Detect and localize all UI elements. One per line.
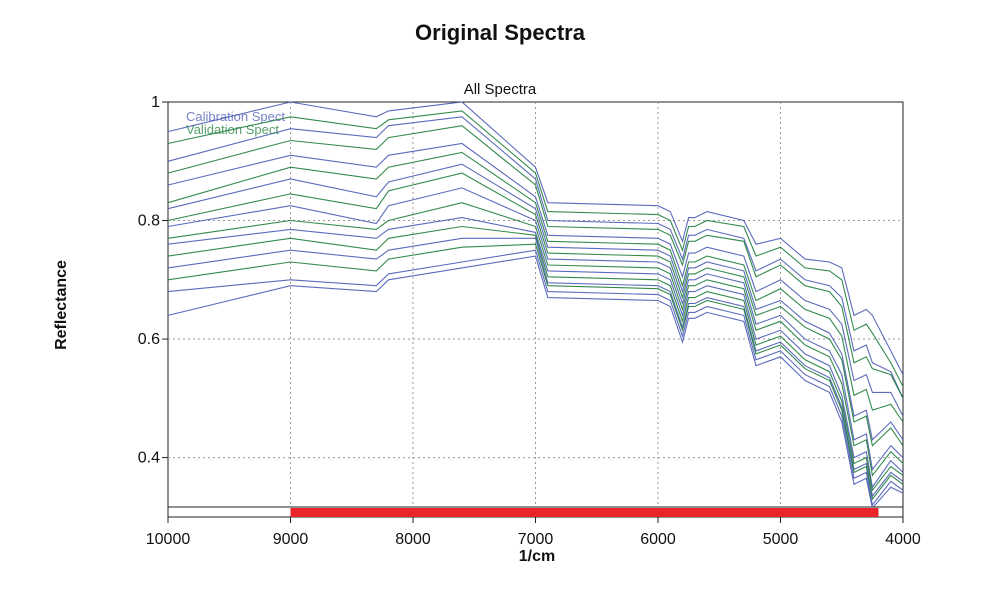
spectrum-line-15 <box>167 255 904 510</box>
x-tick-label-4: 6000 <box>640 531 676 548</box>
x-tick-label-5: 5000 <box>763 531 799 548</box>
legend-entry-1: Validation Spect <box>186 122 279 137</box>
range-selector[interactable] <box>167 506 904 518</box>
x-tick-label-1: 9000 <box>273 531 309 548</box>
spectrum-line-12 <box>167 237 904 498</box>
spectrum-line-4 <box>167 142 904 417</box>
chart-subtitle: All Spectra <box>464 81 537 98</box>
spectrum-line-3 <box>167 125 904 399</box>
chart-title: Original Spectra <box>415 20 585 45</box>
spectrum-line-10 <box>167 217 904 489</box>
legend-entry-0: Calibration Spect <box>186 109 285 124</box>
y-axis: 0.4 0.6 0.8 1 <box>138 94 168 467</box>
x-tick-label-3: 7000 <box>518 531 554 548</box>
range-selection[interactable] <box>290 508 879 517</box>
series-layer <box>167 101 904 510</box>
spectrum-line-13 <box>167 243 904 501</box>
spectrum-line-2 <box>167 116 904 399</box>
spectrum-line-8 <box>167 187 904 471</box>
spectrum-line-1 <box>167 110 904 387</box>
x-tick-label-6: 4000 <box>885 531 921 548</box>
spectrum-line-11 <box>167 225 904 492</box>
spectrum-line-14 <box>167 249 904 507</box>
y-tick-label-3: 1 <box>151 94 160 111</box>
y-tick-label-1: 0.6 <box>138 331 160 348</box>
x-axis: 10000 9000 8000 7000 6000 5000 4000 <box>146 517 921 548</box>
spectrum-line-0 <box>167 101 904 375</box>
x-axis-label: 1/cm <box>519 548 555 565</box>
y-tick-label-2: 0.8 <box>138 213 160 230</box>
grid-lines <box>168 102 903 507</box>
y-tick-label-0: 0.4 <box>138 450 160 467</box>
spectrum-line-7 <box>167 172 904 447</box>
spectrum-line-9 <box>167 202 904 477</box>
spectrum-line-5 <box>167 151 904 423</box>
x-tick-label-0: 10000 <box>146 531 191 548</box>
spectrum-line-6 <box>167 163 904 441</box>
x-tick-label-2: 8000 <box>395 531 431 548</box>
y-axis-label: Reflectance <box>53 260 70 350</box>
